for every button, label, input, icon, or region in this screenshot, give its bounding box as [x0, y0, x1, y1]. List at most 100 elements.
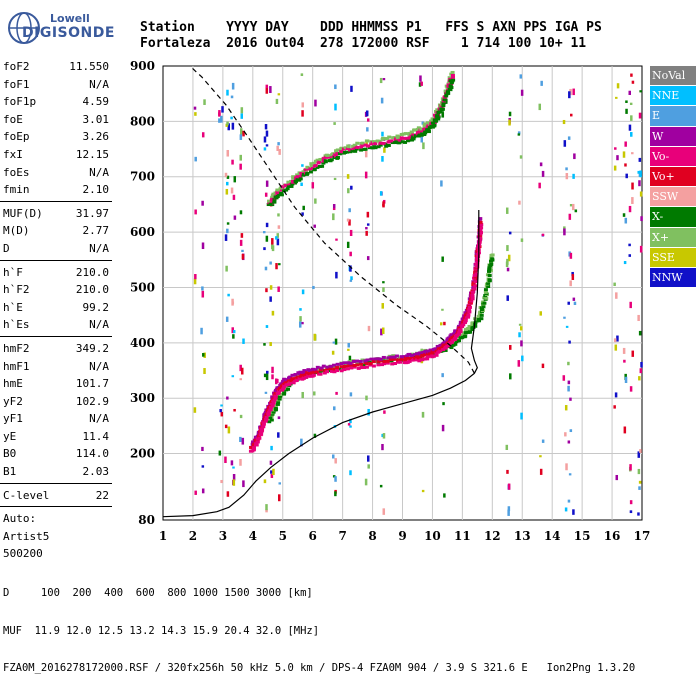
- param-value: 349.2: [75, 341, 109, 355]
- echo-mark: [300, 73, 304, 77]
- echo-mark: [232, 194, 236, 200]
- echo-mark: [631, 182, 634, 190]
- echo-mark: [567, 136, 571, 140]
- echo-mark: [564, 507, 568, 512]
- o-trace-mark: [364, 365, 369, 369]
- param-value: 2.10: [82, 183, 110, 197]
- echo-mark: [505, 207, 509, 214]
- o-trace-mark: [476, 255, 481, 259]
- o-trace-mark: [298, 370, 303, 374]
- echo-mark: [367, 325, 371, 332]
- upper-trace-mark: [373, 142, 378, 146]
- echo-mark: [441, 424, 445, 432]
- echo-mark: [421, 121, 425, 125]
- o-trace-mark: [442, 343, 447, 347]
- echo-mark: [625, 108, 628, 114]
- echo-mark: [335, 391, 338, 395]
- o-trace-mark: [422, 357, 427, 361]
- o-trace-mark: [475, 257, 480, 261]
- param-value: N/A: [89, 318, 109, 332]
- echo-mark: [421, 489, 425, 493]
- echo-mark: [349, 251, 352, 257]
- o-trace-mark: [420, 358, 425, 362]
- o-trace-mark: [329, 364, 334, 368]
- echo-mark: [221, 106, 224, 113]
- echo-mark: [301, 391, 304, 399]
- echo-mark: [383, 147, 386, 153]
- o-trace-mark: [261, 422, 266, 426]
- echo-mark: [263, 343, 266, 346]
- echo-mark: [224, 172, 228, 178]
- electron-density-profile: [162, 210, 480, 518]
- o-trace-mark: [270, 404, 275, 408]
- upper-trace-mark: [295, 175, 300, 179]
- echo-mark: [232, 330, 236, 334]
- o-trace-mark: [410, 355, 415, 359]
- echo-mark: [613, 165, 617, 171]
- echo-mark: [226, 228, 229, 234]
- echo-mark: [276, 238, 280, 246]
- o-trace-mark: [328, 366, 333, 370]
- o-trace-mark: [351, 359, 356, 363]
- o-trace-mark: [405, 356, 410, 360]
- echo-mark: [569, 204, 573, 207]
- x-tick-label: 4: [249, 529, 257, 543]
- echo-mark: [265, 84, 269, 89]
- echo-mark: [366, 127, 369, 132]
- x-trace-mark: [277, 397, 282, 401]
- upper-trace-mark: [305, 165, 310, 169]
- echo-mark: [231, 82, 235, 90]
- param-row: h`Es N/A: [0, 316, 112, 334]
- echo-mark: [631, 197, 634, 204]
- o-trace-mark: [342, 364, 347, 368]
- param-separator: [0, 335, 112, 337]
- o-trace-mark: [254, 442, 259, 446]
- echo-mark: [631, 350, 635, 357]
- legend-entry: Vo-: [650, 146, 696, 167]
- o-trace-mark: [369, 357, 374, 361]
- o-trace-mark: [461, 323, 466, 327]
- echo-mark: [202, 353, 205, 357]
- upper-trace-mark: [442, 98, 447, 102]
- o-trace-mark: [371, 364, 376, 368]
- param-name: Artist5: [3, 529, 50, 543]
- echo-mark: [540, 80, 543, 86]
- echo-mark: [193, 278, 197, 285]
- echo-mark: [313, 433, 317, 438]
- x-trace-mark: [278, 394, 283, 398]
- o-trace-mark: [287, 382, 292, 386]
- echo-mark: [218, 450, 222, 456]
- param-name: yE: [3, 429, 17, 443]
- echo-mark: [220, 479, 223, 484]
- param-row: B0 114.0: [0, 445, 112, 463]
- upper-trace-mark: [293, 179, 298, 183]
- upper-trace-mark: [279, 191, 284, 195]
- echo-mark: [573, 153, 576, 160]
- param-row: foF2 11.550: [0, 58, 112, 76]
- upper-trace-mark: [435, 108, 440, 112]
- x-trace-mark: [285, 387, 290, 391]
- echo-mark: [275, 378, 278, 385]
- echo-mark: [347, 348, 350, 351]
- upper-trace-mark: [345, 150, 350, 154]
- upper-trace-mark: [420, 132, 425, 136]
- o-trace-mark: [268, 405, 273, 409]
- x-trace-mark: [337, 367, 342, 371]
- param-value: 12.15: [75, 147, 109, 161]
- echo-mark: [242, 130, 245, 137]
- echo-mark: [278, 482, 281, 485]
- upper-trace-mark: [413, 134, 418, 138]
- upper-trace-mark: [312, 168, 317, 172]
- echo-mark: [624, 376, 628, 383]
- echo-mark: [614, 344, 618, 351]
- echo-mark: [628, 243, 631, 247]
- o-trace-mark: [348, 361, 353, 365]
- o-trace-mark: [365, 358, 370, 362]
- o-trace-mark: [332, 370, 337, 374]
- o-trace-mark: [273, 396, 278, 400]
- echo-mark: [275, 236, 278, 240]
- upper-trace-mark: [276, 188, 281, 192]
- echo-mark: [201, 242, 205, 250]
- o-trace-mark: [467, 305, 472, 309]
- echo-mark: [348, 208, 351, 213]
